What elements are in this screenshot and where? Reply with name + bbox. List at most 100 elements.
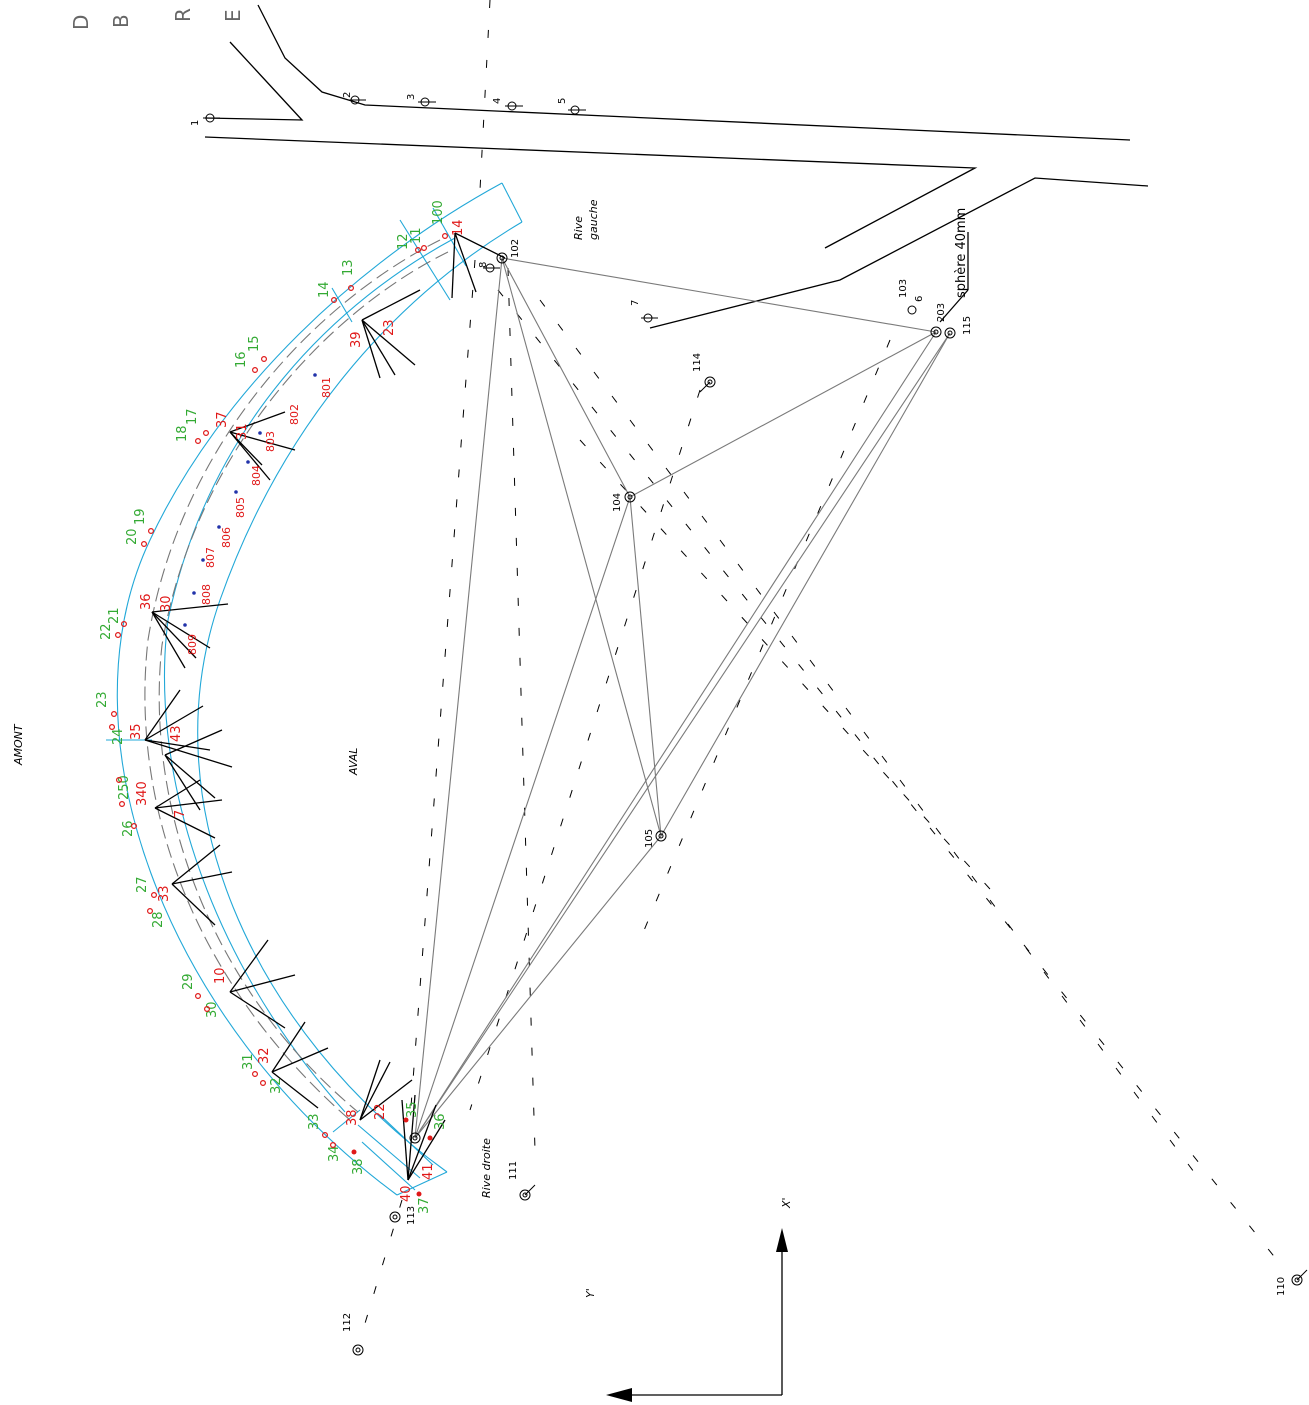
dam-joint — [331, 287, 353, 323]
target-number-label: 22 — [373, 1103, 388, 1120]
dam-joint — [399, 219, 451, 301]
green-targets: 100 11 12 13 14 15 16 17 18 19 20 21 22 … — [95, 200, 448, 1214]
sphere-leader — [939, 289, 969, 323]
sight-lines — [414, 257, 951, 1139]
station-label: 203 — [936, 303, 947, 322]
red-targets: 14 23 39 37 31 30 36 35 43 340 7 33 10 3… — [108, 219, 466, 1202]
dam-joint — [332, 1109, 361, 1133]
station-label: 104 — [612, 493, 623, 512]
target-number-label: 31 — [235, 423, 250, 440]
road-edge-lower — [204, 136, 978, 249]
ray-fans — [144, 232, 506, 1181]
area-labels: AMONT AVAL Rive gauche Rive droite sphèr… — [12, 199, 969, 1198]
station-label: 114 — [692, 353, 703, 372]
target-number-label: 32 — [257, 1047, 272, 1064]
target-number-label: 805 — [234, 497, 247, 518]
dam-inner-line — [163, 237, 456, 1113]
reference-lines — [359, 0, 1286, 1341]
stations: 102 103 104 105 110 111 112 113 114 115 … — [342, 239, 1308, 1356]
blue-dots — [183, 373, 317, 627]
station-label: 115 — [962, 316, 973, 335]
target-number-label: 35 — [129, 723, 144, 740]
target-number-label: 15 — [247, 335, 262, 352]
target-number-label: 37 — [417, 1197, 432, 1214]
benchmark-icon — [203, 95, 917, 323]
target-number-label: 804 — [250, 465, 263, 486]
station-label: 103 — [898, 279, 909, 298]
target-number-label: 340 — [135, 781, 150, 806]
target-number-label: 40 — [399, 1185, 414, 1202]
target-number-label: 20 — [125, 528, 140, 545]
aval-label: AVAL — [347, 748, 360, 776]
target-number-label: 31 — [241, 1053, 256, 1070]
station-label: 102 — [510, 239, 521, 258]
target-number-label: 33 — [307, 1113, 322, 1130]
header-letter-b: B — [109, 14, 133, 28]
target-number-label: 21 — [107, 607, 122, 624]
target-number-label: 11 — [409, 227, 424, 244]
target-number-label: 32 — [269, 1077, 284, 1094]
y-axis-label: Y' — [584, 1288, 597, 1298]
amont-label: AMONT — [12, 723, 25, 766]
benchmark-label: 4 — [492, 98, 503, 104]
station-label: 112 — [342, 1313, 353, 1332]
rive-droite-label: Rive droite — [480, 1138, 493, 1198]
x-axis-arrow-icon — [776, 1228, 788, 1252]
station-label: 110 — [1276, 1277, 1287, 1296]
target-number-label: 100 — [431, 200, 446, 225]
target-number-label: 38 — [345, 1109, 360, 1126]
slope-line — [649, 177, 1149, 329]
terrain-lines — [204, 4, 1149, 329]
station-label: 111 — [508, 1161, 519, 1180]
benchmark-label: 8 — [478, 262, 489, 268]
target-number-label: 37 — [215, 411, 230, 428]
header-letter-d: D — [69, 15, 93, 30]
target-number-label: 33 — [157, 885, 172, 902]
gallery-dashed — [144, 239, 449, 1121]
target-number-label: 23 — [95, 691, 110, 708]
rive-gauche-label-2: gauche — [587, 199, 600, 240]
target-number-label: 23 — [382, 319, 397, 336]
target-number-label: 808 — [200, 584, 213, 605]
red-filled-dots — [351, 1117, 433, 1197]
header-letters: D B R E — [69, 8, 245, 30]
target-number-label: 7 — [173, 810, 188, 818]
rive-gauche-label: Rive — [572, 216, 585, 240]
dam-left-end — [396, 1171, 448, 1196]
benchmark-label: 3 — [406, 94, 417, 100]
target-number-label: 30 — [205, 1001, 220, 1018]
target-number-label: 22 — [99, 623, 114, 640]
target-number-label: 12 — [396, 233, 411, 250]
target-number-label: 801 — [320, 377, 333, 398]
station-label: 113 — [406, 1206, 417, 1225]
header-letter-e: E — [221, 9, 245, 22]
axes: X' Y' — [584, 1197, 793, 1402]
x-axis-label: X' — [780, 1197, 793, 1209]
target-number-label: 13 — [341, 259, 356, 276]
benchmarks: 1 2 3 4 5 6 7 8 — [190, 92, 925, 323]
target-number-label: 30 — [159, 595, 174, 612]
sphere-label: sphère 40mm — [954, 208, 969, 298]
benchmark-label: 5 — [557, 98, 568, 104]
benchmark-label: 2 — [342, 92, 353, 98]
benchmark-label: 1 — [190, 120, 201, 126]
target-number-label: 34 — [327, 1145, 342, 1162]
target-number-label: 38 — [351, 1158, 366, 1175]
road-edge-upper — [257, 4, 1131, 141]
dam-right-end — [501, 182, 523, 223]
red-target-dots — [108, 233, 449, 1148]
y-axis-arrow-icon — [606, 1388, 632, 1402]
station-label: 105 — [644, 829, 655, 848]
target-number-label: 18 — [175, 425, 190, 442]
dam-crest-upstream — [116, 182, 503, 1196]
dam-crest-downstream — [197, 221, 523, 1173]
dam-joint — [357, 1124, 421, 1179]
dam-joint — [379, 1114, 434, 1166]
target-number-label: 16 — [234, 351, 249, 368]
target-number-label: 10 — [213, 967, 228, 984]
target-number-label: 806 — [220, 527, 233, 548]
target-number-label: 803 — [264, 431, 277, 452]
target-number-label: 41 — [421, 1163, 436, 1180]
target-number-label: 29 — [181, 973, 196, 990]
station-marker-icon — [352, 252, 1308, 1356]
